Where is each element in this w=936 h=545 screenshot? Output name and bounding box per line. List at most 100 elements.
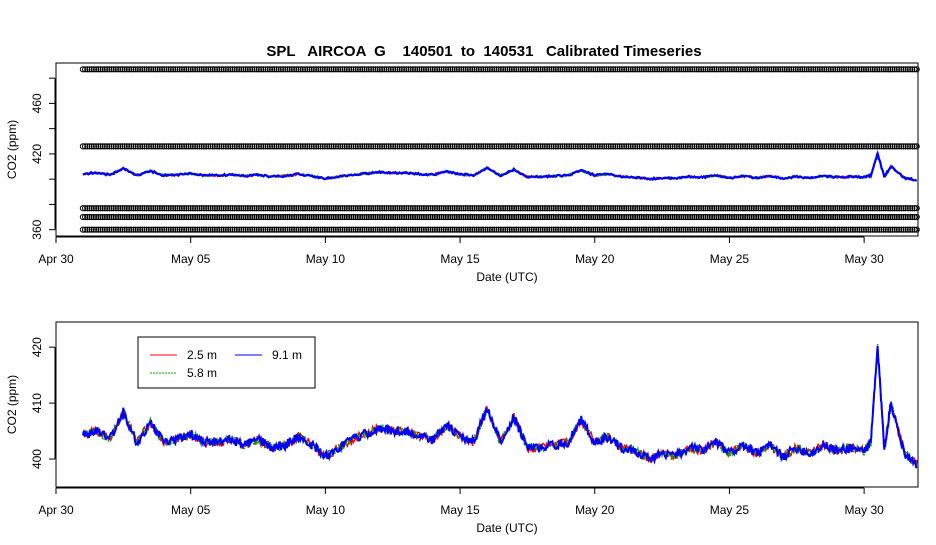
panel-1-reference-point (242, 143, 249, 150)
panel-1-reference-point (739, 143, 747, 150)
panel-1-reference-point (665, 66, 672, 73)
panel-1-reference-point (381, 66, 388, 73)
panel-1-reference-point (486, 143, 493, 150)
panel-1-reference-point (106, 226, 113, 233)
panel-1-reference-point (680, 213, 687, 221)
panel-1-reference-point (768, 226, 775, 233)
panel-1-reference-point (148, 66, 155, 73)
panel-1-reference-point (621, 226, 628, 233)
panel-1-reference-point (524, 226, 531, 233)
panel-1-reference-point (469, 66, 476, 73)
panel-1-reference-point (687, 143, 694, 150)
panel-1-reference-point (887, 143, 894, 150)
panel-1-reference-point (106, 213, 113, 221)
panel-1-reference-point (649, 205, 656, 212)
panel-1-reference-point (695, 66, 703, 73)
panel-1-reference-point (731, 143, 738, 150)
panel-1-reference-point (629, 205, 637, 212)
panel-1-reference-point (192, 213, 199, 221)
panel-1-reference-point (843, 226, 850, 233)
panel-1-reference-point (467, 66, 474, 73)
panel-1-reference-point (704, 226, 711, 233)
panel-1-reference-point (229, 143, 236, 150)
panel-1-reference-point (548, 143, 555, 150)
panel-1-reference-point (753, 213, 760, 221)
panel-1-reference-point (737, 205, 744, 212)
panel-1-reference-point (572, 66, 579, 73)
panel-1-reference-point (277, 205, 284, 212)
panel-1-reference-point (885, 143, 892, 150)
panel-1-reference-point (882, 143, 890, 150)
panel-1-reference-point (159, 66, 166, 73)
panel-1-reference-point (137, 143, 144, 150)
panel-1-reference-point (827, 205, 835, 212)
panel-1-reference-point (460, 226, 467, 233)
panel-1-reference-point (330, 213, 337, 221)
panel-1-reference-point (297, 143, 304, 150)
panel-1-reference-point (464, 66, 471, 73)
panel-1-reference-point (161, 226, 168, 233)
panel-1-reference-point (728, 226, 736, 233)
panel-1-reference-point (104, 226, 111, 233)
panel-1-reference-point (434, 213, 441, 221)
panel-1-reference-point (896, 205, 903, 212)
panel-1-reference-point (475, 226, 482, 233)
panel-1-reference-point (260, 205, 267, 212)
panel-1-reference-point (238, 213, 245, 221)
panel-1-reference-point (480, 205, 487, 212)
panel-1-reference-point (99, 226, 106, 233)
panel-1-reference-point (326, 205, 333, 212)
panel-1-reference-point (379, 205, 386, 212)
panel-1-reference-point (684, 213, 692, 221)
panel-1-reference-point (480, 213, 487, 221)
panel-1-reference-point (863, 226, 870, 233)
panel-1-reference-point (97, 205, 104, 212)
panel-1-reference-point (354, 213, 361, 221)
panel-1-reference-point (682, 226, 689, 233)
panel-1-reference-point (425, 205, 432, 212)
panel-1-reference-point (876, 226, 883, 233)
panel-1-reference-point (361, 66, 368, 73)
panel-1-reference-point (689, 143, 696, 150)
panel-1-reference-point (308, 213, 315, 221)
panel-1-reference-point (471, 213, 478, 221)
panel-1-reference-point (596, 66, 604, 73)
panel-1-reference-point (387, 226, 394, 233)
panel-1-reference-point (253, 205, 260, 212)
panel-1-reference-point (354, 143, 361, 150)
panel-1-reference-point (189, 226, 196, 233)
panel-1-reference-point (772, 66, 780, 73)
panel-1-reference-point (649, 143, 656, 150)
panel-1-reference-point (550, 213, 557, 221)
panel-1-reference-point (394, 205, 401, 212)
panel-1-reference-point (816, 143, 824, 150)
panel-1-reference-point (187, 143, 194, 150)
panel-1-reference-point (579, 143, 586, 150)
panel-1-reference-point (332, 143, 339, 150)
panel-1-reference-point (401, 143, 408, 150)
panel-1-reference-point (482, 205, 489, 212)
panel-1-reference-point (739, 226, 747, 233)
panel-1-reference-point (95, 226, 102, 233)
panel-1-reference-point (724, 66, 731, 73)
panel-1-reference-point (282, 213, 289, 221)
panel-1-reference-point (262, 226, 269, 233)
panel-1-reference-point (493, 66, 500, 73)
panel-1-reference-point (106, 143, 113, 150)
panel-1-reference-point (414, 143, 421, 150)
panel-1-reference-point (165, 143, 172, 150)
panel-1-reference-point (768, 143, 775, 150)
panel-1-reference-point (594, 143, 601, 150)
panel-1-reference-point (90, 226, 98, 233)
panel-1-reference-point (357, 226, 364, 233)
panel-1-reference-point (605, 226, 612, 233)
panel-1-reference-point (838, 143, 846, 150)
panel-1-reference-point (335, 226, 342, 233)
panel-1-reference-point (321, 143, 328, 150)
panel-1-reference-point (546, 226, 553, 233)
panel-1-reference-point (154, 66, 161, 73)
panel-1-reference-point (779, 226, 786, 233)
panel-1-reference-point (486, 213, 493, 221)
panel-1-reference-point (788, 205, 795, 212)
panel-1-reference-point (310, 213, 317, 221)
